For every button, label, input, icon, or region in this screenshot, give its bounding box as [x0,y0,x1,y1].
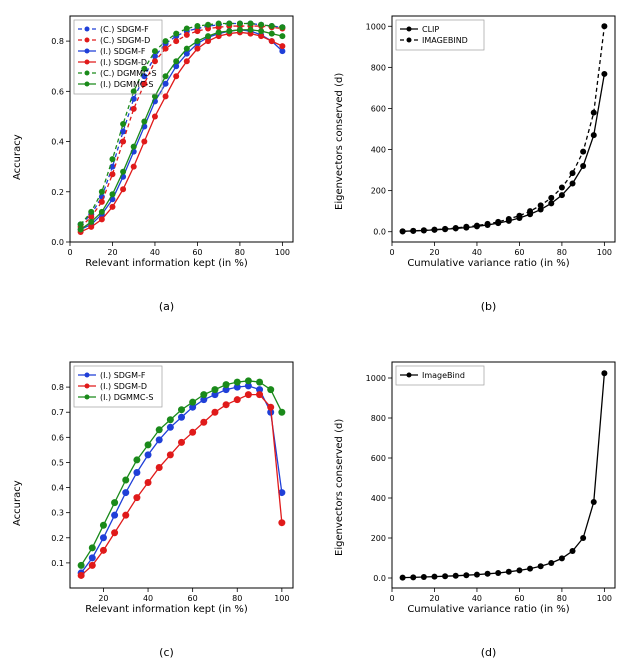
svg-text:20: 20 [429,594,439,603]
xlabel-a: Relevant information kept (in %) [34,258,299,269]
svg-text:80: 80 [557,248,567,257]
svg-text:400: 400 [371,146,386,155]
svg-text:200: 200 [371,534,386,543]
caption-d: (d) [356,646,621,659]
svg-text:(C.) SDGM-D: (C.) SDGM-D [100,36,150,45]
svg-text:40: 40 [472,248,482,257]
chart-c: 20 40 60 80 100 0.1 0.2 0.3 0.4 0.5 0.6 0.7 0.8 (I.) … [34,356,299,616]
svg-text:20: 20 [107,248,117,257]
svg-text:(I.) SDGM-F: (I.) SDGM-F [100,47,146,56]
svg-text:(I.) SDGM-F: (I.) SDGM-F [100,371,146,380]
svg-text:0.3: 0.3 [51,509,64,518]
caption-b: (b) [356,300,621,313]
svg-text:200: 200 [371,187,386,196]
svg-text:60: 60 [192,248,202,257]
caption-a: (a) [34,300,299,313]
chart-a: 0 20 40 60 80 100 0.0 0.2 0.4 0.6 0.8 (C.) SDGM-F (C… [34,10,299,270]
svg-text:100: 100 [274,594,289,603]
svg-text:(I.) SDGM-D: (I.) SDGM-D [100,58,147,67]
svg-text:(I.) SDGM-D: (I.) SDGM-D [100,382,147,391]
svg-text:0.8: 0.8 [51,383,64,392]
caption-c: (c) [34,646,299,659]
svg-text:600: 600 [371,104,386,113]
xlabel-d: Cumulative variance ratio (in %) [356,604,621,615]
svg-text:80: 80 [235,248,245,257]
panel-a: 0 20 40 60 80 100 0.0 0.2 0.4 0.6 0.8 (C.) SDGM-F (C… [34,10,299,270]
svg-text:0.2: 0.2 [51,534,64,543]
svg-text:0: 0 [389,248,394,257]
svg-text:0: 0 [389,594,394,603]
svg-text:100: 100 [275,248,290,257]
svg-text:0.0: 0.0 [373,228,386,237]
ylabel-c: Accuracy [12,480,23,526]
panel-b: 0 20 40 60 80 100 0.0 200 400 600 800 1000 CLIP IMAGE… [356,10,621,270]
ylabel-d: Eigenvectors conserved (d) [334,419,345,556]
xlabel-b: Cumulative variance ratio (in %) [356,258,621,269]
svg-text:1000: 1000 [366,374,386,383]
svg-text:(C.) DGMMC-S: (C.) DGMMC-S [100,69,157,78]
chart-d: 0 20 40 60 80 100 0.0 200 400 600 800 1000 ImageBind [356,356,621,616]
svg-text:40: 40 [150,248,160,257]
svg-text:20: 20 [98,594,108,603]
svg-text:0.0: 0.0 [373,574,386,583]
ylabel-a: Accuracy [12,134,23,180]
panel-d: 0 20 40 60 80 100 0.0 200 400 600 800 1000 ImageBind… [356,356,621,616]
svg-text:1000: 1000 [366,22,386,31]
svg-text:400: 400 [371,494,386,503]
svg-text:0: 0 [67,248,72,257]
svg-text:0.4: 0.4 [51,138,64,147]
svg-text:(I.) DGMMC-S: (I.) DGMMC-S [100,393,153,402]
svg-text:100: 100 [597,248,612,257]
svg-text:IMAGEBIND: IMAGEBIND [422,36,468,45]
svg-text:60: 60 [188,594,198,603]
svg-text:CLIP: CLIP [422,25,439,34]
svg-text:100: 100 [597,594,612,603]
ylabel-b: Eigenvectors conserved (d) [334,73,345,210]
svg-text:40: 40 [143,594,153,603]
svg-text:40: 40 [472,594,482,603]
svg-text:(C.) SDGM-F: (C.) SDGM-F [100,25,149,34]
figure-grid: { "layout":{ "page_w":640,"page_h":662, … [0,0,640,662]
panel-c: 20 40 60 80 100 0.1 0.2 0.3 0.4 0.5 0.6 0.7 0.8 (I.) … [34,356,299,616]
chart-b: 0 20 40 60 80 100 0.0 200 400 600 800 1000 CLIP IMAGE… [356,10,621,270]
svg-text:80: 80 [557,594,567,603]
svg-text:60: 60 [514,248,524,257]
xlabel-c: Relevant information kept (in %) [34,604,299,615]
svg-text:(I.) DGMMC-S: (I.) DGMMC-S [100,80,153,89]
svg-text:80: 80 [232,594,242,603]
svg-text:20: 20 [429,248,439,257]
svg-text:0.6: 0.6 [51,87,64,96]
svg-text:800: 800 [371,414,386,423]
svg-text:600: 600 [371,454,386,463]
svg-text:0.1: 0.1 [51,559,64,568]
svg-text:ImageBind: ImageBind [422,371,465,380]
svg-text:0.4: 0.4 [51,484,64,493]
svg-text:0.7: 0.7 [51,408,64,417]
svg-text:60: 60 [514,594,524,603]
svg-text:0.5: 0.5 [51,458,64,467]
svg-text:0.2: 0.2 [51,188,64,197]
svg-text:0.0: 0.0 [51,238,64,247]
svg-text:0.6: 0.6 [51,433,64,442]
svg-text:800: 800 [371,63,386,72]
svg-text:0.8: 0.8 [51,37,64,46]
